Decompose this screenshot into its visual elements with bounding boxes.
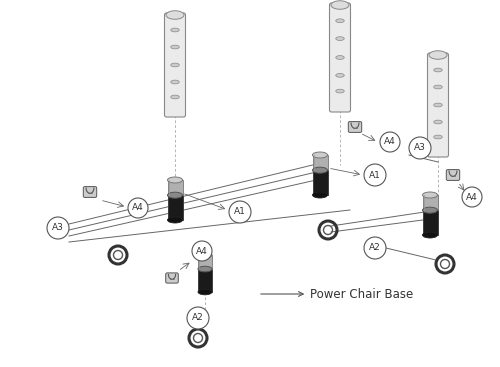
Bar	[312, 170, 328, 195]
FancyBboxPatch shape	[428, 53, 448, 157]
Text: A4: A4	[384, 138, 396, 146]
FancyBboxPatch shape	[166, 273, 178, 283]
Ellipse shape	[312, 167, 328, 173]
Ellipse shape	[312, 152, 328, 158]
Ellipse shape	[198, 266, 212, 272]
Text: A2: A2	[369, 243, 381, 252]
Bar	[168, 180, 182, 195]
Circle shape	[47, 217, 69, 239]
Ellipse shape	[336, 56, 344, 59]
Ellipse shape	[422, 192, 438, 198]
Bar	[198, 269, 212, 292]
FancyBboxPatch shape	[84, 186, 96, 197]
Ellipse shape	[171, 63, 179, 67]
FancyBboxPatch shape	[348, 121, 362, 132]
Circle shape	[192, 241, 212, 261]
Ellipse shape	[171, 45, 179, 49]
Text: A4: A4	[466, 193, 478, 201]
Circle shape	[229, 201, 251, 223]
Text: A1: A1	[234, 207, 246, 217]
Bar	[422, 210, 438, 235]
Circle shape	[128, 198, 148, 218]
Ellipse shape	[422, 207, 438, 213]
Text: A4: A4	[132, 203, 144, 212]
Ellipse shape	[171, 80, 179, 84]
Text: A4: A4	[196, 247, 208, 255]
Ellipse shape	[171, 95, 179, 99]
Ellipse shape	[168, 192, 182, 198]
Circle shape	[462, 187, 482, 207]
Ellipse shape	[434, 68, 442, 72]
Text: A3: A3	[52, 224, 64, 233]
Ellipse shape	[171, 28, 179, 32]
Circle shape	[187, 307, 209, 329]
Ellipse shape	[336, 89, 344, 93]
Ellipse shape	[429, 51, 447, 59]
Ellipse shape	[198, 289, 212, 295]
Text: A1: A1	[369, 171, 381, 179]
Ellipse shape	[434, 85, 442, 89]
Ellipse shape	[198, 252, 212, 258]
Bar	[168, 195, 182, 220]
Ellipse shape	[168, 217, 182, 223]
Ellipse shape	[336, 37, 344, 40]
Ellipse shape	[166, 11, 184, 19]
Text: Power Chair Base: Power Chair Base	[261, 287, 413, 301]
Text: A2: A2	[192, 313, 204, 323]
Circle shape	[409, 137, 431, 159]
Ellipse shape	[312, 192, 328, 198]
Ellipse shape	[336, 73, 344, 77]
Circle shape	[364, 164, 386, 186]
Bar	[422, 195, 438, 210]
Bar	[198, 255, 212, 269]
Text: A3: A3	[414, 143, 426, 153]
Ellipse shape	[336, 19, 344, 23]
FancyBboxPatch shape	[330, 3, 350, 112]
Ellipse shape	[331, 1, 349, 9]
Ellipse shape	[168, 177, 182, 183]
Ellipse shape	[434, 103, 442, 107]
Bar	[312, 155, 328, 170]
Ellipse shape	[434, 120, 442, 124]
FancyBboxPatch shape	[446, 170, 460, 181]
Ellipse shape	[422, 232, 438, 238]
Circle shape	[364, 237, 386, 259]
FancyBboxPatch shape	[164, 13, 186, 117]
Ellipse shape	[434, 135, 442, 139]
Circle shape	[380, 132, 400, 152]
